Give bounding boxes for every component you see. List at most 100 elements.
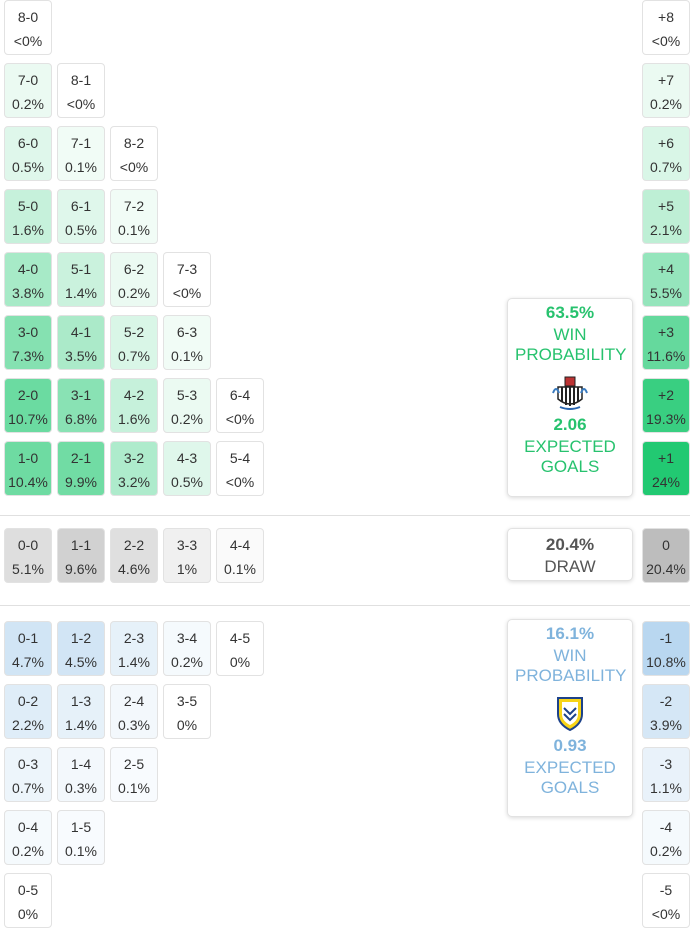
probability: 7.3% [12,348,44,364]
score: 8-1 [70,72,92,88]
score: 7-1 [70,135,92,151]
score: 1-4 [70,756,92,772]
score-cell: 2-0 10.7% [4,378,52,433]
score-cell: 1-4 0.3% [57,747,105,802]
score: 5-1 [70,261,92,277]
probability: 3.9% [650,717,682,733]
score: -1 [659,630,673,646]
score-cell: 0-1 4.7% [4,621,52,676]
score: 5-2 [123,324,145,340]
away-summary: 16.1% WIN PROBABILITY 0.93 EXPECTED GOAL… [507,619,633,817]
score-cell: 6-4 <0% [216,378,264,433]
score: -2 [659,693,673,709]
probability: 0% [176,717,198,733]
score-cell: 0-2 2.2% [4,684,52,739]
xg-value: 0.93 [553,736,587,755]
score: 6-0 [17,135,39,151]
score: 7-0 [17,72,39,88]
score: 0-2 [17,693,39,709]
probability: 0% [17,906,39,922]
probability: 0.1% [118,222,150,238]
score-cell: 3-2 3.2% [110,441,158,496]
score-cell: 2-1 9.9% [57,441,105,496]
probability: 0.2% [650,843,682,859]
probability: 1.6% [12,222,44,238]
score-cell: 1-3 1.4% [57,684,105,739]
score-cell: 8-2 <0% [110,126,158,181]
margin-cell: +5 2.1% [642,189,690,244]
score: +7 [658,72,674,88]
margin-cell: +2 19.3% [642,378,690,433]
score-cell: 0-3 0.7% [4,747,52,802]
score: +1 [658,450,674,466]
score-cell: 4-3 0.5% [163,441,211,496]
win-label: WIN PROBABILITY [515,325,627,364]
probability: 3.8% [12,285,44,301]
margin-cell: +1 24% [642,441,690,496]
margin-cell: -4 0.2% [642,810,690,865]
score: +6 [658,135,674,151]
score: 3-1 [70,387,92,403]
probability: 0.1% [224,561,256,577]
score-cell: 7-1 0.1% [57,126,105,181]
score: 3-5 [176,693,198,709]
score: 8-2 [123,135,145,151]
probability: 19.3% [646,411,686,427]
score-cell: 0-4 0.2% [4,810,52,865]
score: 2-2 [123,537,145,553]
score-cell: 0-0 5.1% [4,528,52,583]
score-cell: 2-2 4.6% [110,528,158,583]
score: -3 [659,756,673,772]
score-cell: 1-0 10.4% [4,441,52,496]
score-cell: 6-3 0.1% [163,315,211,370]
probability: <0% [225,474,255,490]
probability: 2.2% [12,717,44,733]
probability: 0.2% [650,96,682,112]
score: 5-0 [17,198,39,214]
score: 0-3 [17,756,39,772]
score: 2-3 [123,630,145,646]
probability: 1.4% [65,285,97,301]
score: 0 [662,537,670,553]
home-summary: 63.5% WIN PROBABILITY 2.06 EXPECTED GOAL… [507,298,633,497]
probability: 0.1% [118,780,150,796]
probability: <0% [651,906,681,922]
separator [0,605,690,606]
margin-cell: -2 3.9% [642,684,690,739]
probability: 0.7% [650,159,682,175]
score: 7-2 [123,198,145,214]
score: 2-0 [17,387,39,403]
score-cell: 5-2 0.7% [110,315,158,370]
score-cell: 7-2 0.1% [110,189,158,244]
probability: 0.7% [118,348,150,364]
score: 2-4 [123,693,145,709]
home-crest [552,376,588,410]
score: +2 [658,387,674,403]
probability: 0.2% [12,96,44,112]
score: 4-1 [70,324,92,340]
away-crest [557,697,583,732]
probability: 0.3% [118,717,150,733]
score: 0-4 [17,819,39,835]
score: +4 [658,261,674,277]
score-cell: 6-1 0.5% [57,189,105,244]
probability: 0.5% [171,474,203,490]
score-cell: 3-4 0.2% [163,621,211,676]
score: 0-5 [17,882,39,898]
score-cell: 1-5 0.1% [57,810,105,865]
xg-label: EXPECTED GOALS [524,437,616,476]
probability: 0.1% [65,159,97,175]
probability: 1% [176,561,198,577]
probability: <0% [119,159,149,175]
probability: 0.5% [65,222,97,238]
score-cell: 5-1 1.4% [57,252,105,307]
score-cell: 4-1 3.5% [57,315,105,370]
score: +3 [658,324,674,340]
score: 1-0 [17,450,39,466]
score: 4-4 [229,537,251,553]
score: 4-0 [17,261,39,277]
separator [0,515,690,516]
probability: 24% [651,474,681,490]
score-cell: 4-2 1.6% [110,378,158,433]
